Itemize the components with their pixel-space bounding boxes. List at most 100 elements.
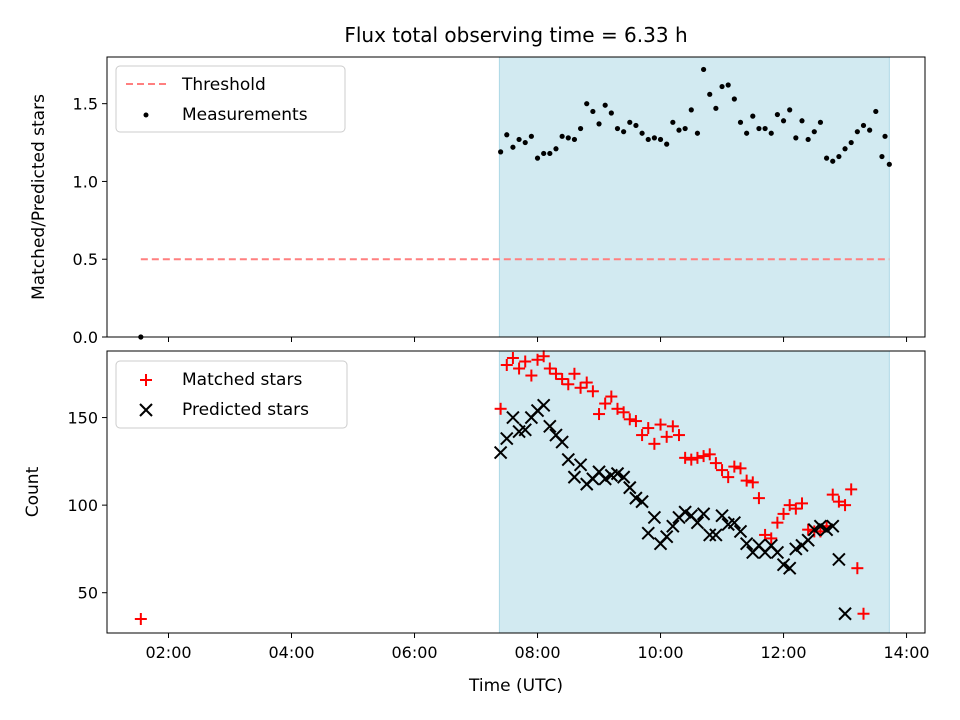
matched-stars-point [666, 420, 679, 433]
measurements-point [817, 119, 824, 125]
matched-stars-point [537, 350, 550, 363]
measurements-point [731, 96, 737, 102]
bottom-y-tick-label: 100 [67, 496, 98, 515]
bottom-panel-series [134, 350, 870, 625]
matched-stars-point [648, 437, 661, 450]
matched-stars-point [765, 532, 778, 545]
measurements-point [498, 149, 504, 155]
predicted-stars-point [826, 519, 840, 533]
measurements-point [590, 108, 596, 115]
bottom-y-tick-label: 50 [78, 584, 98, 603]
predicted-stars-point [770, 545, 785, 560]
measurements-point [873, 108, 879, 115]
matched-stars-point [672, 429, 685, 442]
predicted-stars-point [819, 522, 834, 537]
x-tick-label: 02:00 [145, 643, 191, 662]
matched-stars-point [746, 476, 759, 489]
measurements-point [737, 119, 744, 125]
measurements-point [854, 129, 860, 135]
measurements-point [719, 83, 725, 90]
predicted-stars-point [666, 519, 680, 533]
matched-stars-point [580, 376, 593, 389]
matched-stars-point [857, 607, 870, 620]
predicted-stars-point [506, 410, 520, 425]
measurements-point [559, 133, 565, 139]
measurements-point [608, 110, 614, 116]
matched-stars-point [734, 462, 747, 475]
predicted-stars-point [789, 542, 803, 556]
matched-stars-point [629, 415, 642, 428]
matched-stars-point [574, 381, 587, 394]
matched-stars-point [716, 464, 729, 477]
x-tick-label: 04:00 [268, 643, 314, 662]
measurements-point [577, 125, 584, 132]
measurements-point [886, 161, 892, 167]
predicted-stars-point [598, 472, 612, 486]
measurements-point [676, 127, 682, 133]
predicted-stars-point [715, 508, 729, 523]
x-tick-label: 14:00 [883, 643, 929, 662]
measurements-point [848, 139, 854, 146]
measurements-point [621, 129, 627, 135]
bottom-legend: Matched stars Predicted stars [115, 360, 348, 429]
predicted-stars-point [610, 466, 625, 481]
predicted-stars-point [561, 452, 575, 467]
measurements-point [768, 130, 774, 136]
measurements-point [571, 136, 578, 143]
predicted-stars-point [623, 480, 637, 495]
predicted-stars-point [536, 398, 551, 413]
matched-stars-point [586, 385, 599, 398]
measurements-legend-swatch [143, 112, 149, 118]
predicted-stars-point [647, 510, 662, 525]
predicted-stars-point [832, 552, 846, 567]
x-axis-label: Time (UTC) [468, 676, 563, 696]
measurements-point [707, 91, 713, 97]
x-tick-label: 08:00 [514, 643, 560, 662]
measurements-point [823, 155, 830, 161]
measurements-point [528, 133, 534, 139]
predicted-stars-point [813, 519, 828, 533]
bottom-y-tick-label: 150 [67, 409, 98, 428]
matched-stars-point [679, 451, 692, 464]
predicted-stars-point [739, 536, 754, 551]
matched-stars-point [845, 483, 858, 496]
x-tick-label: 12:00 [760, 643, 806, 662]
measurements-point [756, 125, 762, 132]
predicted-stars-legend-swatch [139, 403, 153, 417]
bottom-panel-frame [106, 350, 926, 634]
matched-stars-point [839, 499, 852, 512]
measurements-point [774, 111, 780, 118]
matched-stars-point [795, 497, 808, 510]
matched-stars-point [728, 460, 741, 473]
measurements-point [811, 129, 817, 135]
predicted-stars-point [493, 445, 508, 460]
bottom-panel-ticks: 02:00 04:00 06:00 08:00 10:00 12:00 14:00 50 100… [67, 409, 929, 662]
bottom-panel: 02:00 04:00 06:00 08:00 10:00 12:00 14:00 50 100… [23, 350, 930, 662]
predicted-stars-point [776, 557, 791, 572]
measurements-point [664, 141, 670, 147]
measurements-point [762, 125, 768, 132]
matched-stars-point [599, 397, 612, 410]
measurements-point [860, 122, 867, 129]
matched-stars-point [685, 453, 698, 466]
predicted-stars-point [518, 423, 532, 437]
measurements-point [534, 155, 541, 161]
measurements-point [553, 146, 559, 152]
threshold-legend-label: Threshold [181, 75, 266, 95]
measurements-point [750, 113, 756, 119]
measurements-point [725, 82, 731, 88]
bottom-panel-ylabel: Count [23, 466, 43, 517]
matched-stars-point [654, 418, 667, 431]
matched-stars-point [691, 451, 704, 464]
measurements-point [547, 150, 553, 157]
measurements-point [651, 135, 657, 141]
top-y-tick-label: 0.5 [73, 250, 98, 269]
measurements-point [688, 107, 694, 113]
measurements-point [645, 136, 651, 143]
matched-stars-point [617, 406, 630, 419]
measurements-point [627, 119, 633, 125]
measurements-point [510, 144, 516, 150]
matched-stars-point [593, 408, 606, 421]
measurements-point [614, 125, 621, 132]
